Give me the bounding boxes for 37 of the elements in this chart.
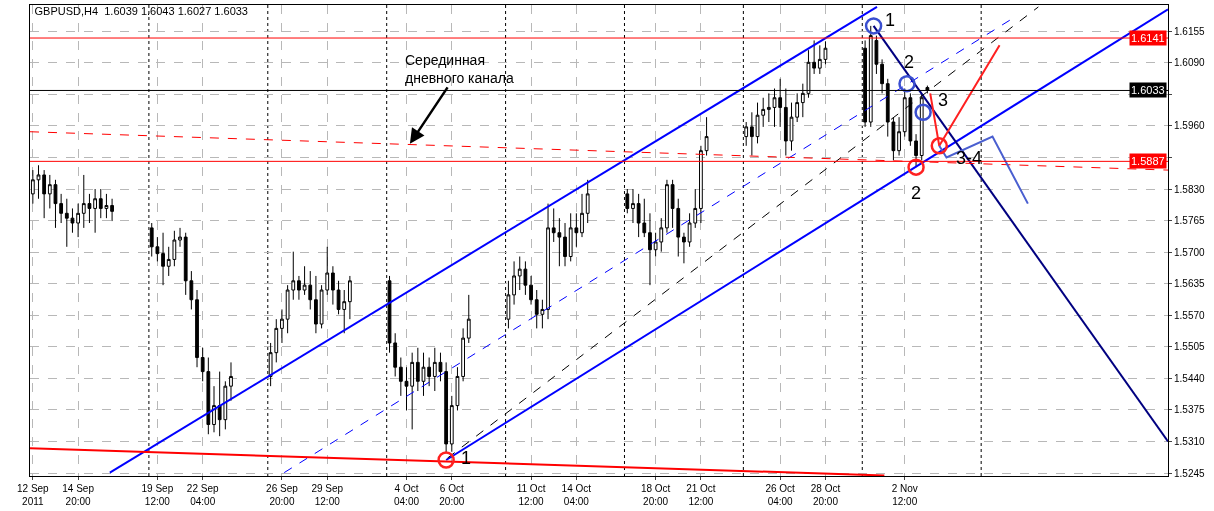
- x-tick-label: 12 Sep 2011: [16, 483, 50, 507]
- x-tick-label: 19 Sep 12:00: [141, 483, 174, 507]
- x-tick-label: 11 Oct 12:00: [516, 483, 546, 507]
- y-tick-label: 1.6090: [1174, 57, 1206, 69]
- ref-line-label: 1.6033: [1131, 84, 1165, 96]
- y-tick-label: 1.5830: [1174, 183, 1206, 195]
- y-tick-label: 1.5245: [1174, 467, 1206, 479]
- y-tick-label: 1.5635: [1174, 278, 1206, 290]
- y-tick-label: 1.5310: [1174, 436, 1206, 448]
- ref-line-label: 1.6141: [1131, 32, 1165, 44]
- annotation: 2: [911, 183, 922, 203]
- annotation: 1: [885, 10, 896, 30]
- annotation: Серединная дневного канала: [405, 52, 515, 87]
- x-tick-label: 14 Sep 20:00: [62, 483, 95, 507]
- annotation: 3: [938, 90, 949, 110]
- x-tick-label: 2 Nov 12:00: [891, 483, 918, 507]
- annotation: 2: [904, 52, 915, 72]
- chart-title: GBPUSD,H4 1.6039 1.6043 1.6027 1.6033: [34, 5, 248, 18]
- x-tick-label: 29 Sep 12:00: [311, 483, 344, 507]
- y-tick-label: 1.5505: [1174, 341, 1206, 353]
- y-tick-label: 1.5570: [1174, 309, 1206, 321]
- x-tick-label: 26 Sep 20:00: [266, 483, 299, 507]
- y-tick-label: 1.5440: [1174, 372, 1206, 384]
- y-tick-label: 1.5765: [1174, 215, 1206, 227]
- x-tick-label: 4 Oct 04:00: [393, 483, 420, 507]
- x-tick-label: 28 Oct 20:00: [810, 483, 841, 507]
- x-tick-label: 26 Oct 04:00: [765, 483, 796, 507]
- y-tick-label: 1.5960: [1174, 120, 1206, 132]
- x-tick-label: 6 Oct 20:00: [439, 483, 465, 507]
- y-tick-label: 1.5375: [1174, 404, 1206, 416]
- x-tick-label: 18 Oct 20:00: [640, 483, 671, 507]
- x-tick-label: 22 Sep 04:00: [186, 483, 219, 507]
- x-tick-label: 21 Oct 12:00: [686, 483, 716, 507]
- ref-line-label: 1.5887: [1131, 155, 1165, 167]
- y-tick-label: 1.6155: [1174, 25, 1206, 37]
- x-tick-label: 14 Oct 04:00: [561, 483, 592, 507]
- y-tick-label: 1.5700: [1174, 246, 1206, 258]
